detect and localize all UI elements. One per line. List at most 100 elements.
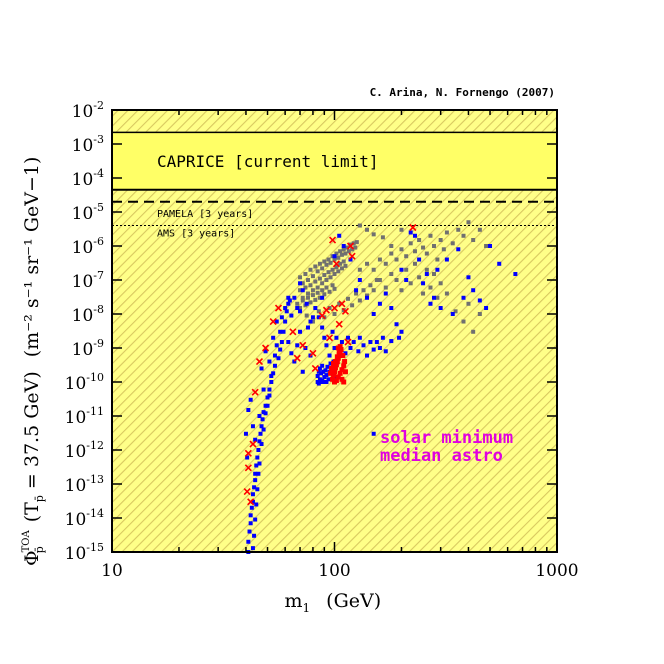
data-point-blue	[346, 335, 351, 340]
data-point-blue	[267, 359, 272, 364]
data-point-gray	[332, 312, 337, 316]
y-axis-title-cond-rest: = 37.5 GeV)	[21, 371, 43, 495]
data-point-gray	[444, 291, 449, 296]
data-point-red	[341, 363, 347, 369]
data-point-gray	[421, 245, 426, 250]
data-point-gray	[435, 257, 440, 262]
data-point-gray	[431, 272, 436, 277]
data-point-blue	[259, 366, 264, 371]
data-point-gray	[322, 273, 327, 278]
data-point-gray	[338, 249, 343, 254]
data-point-gray	[441, 247, 446, 252]
data-point-gray	[365, 261, 370, 266]
data-point-gray	[317, 276, 322, 281]
data-point-blue	[317, 366, 322, 371]
data-point-red	[328, 370, 334, 376]
data-point-blue	[287, 298, 292, 303]
y-tick-label: 10-3	[72, 133, 104, 156]
data-point-gray	[315, 269, 320, 274]
data-point-gray	[412, 261, 417, 266]
data-point-blue	[348, 346, 353, 350]
data-point-gray	[304, 313, 309, 318]
data-point-gray	[305, 278, 310, 282]
data-point-blue	[243, 431, 248, 436]
data-point-gray	[471, 329, 476, 334]
data-point-blue	[456, 247, 461, 252]
caprice-label: CAPRICE [current limit]	[157, 152, 379, 171]
data-point-gray	[461, 233, 466, 238]
data-point-blue	[271, 371, 276, 376]
data-point-red-x	[255, 357, 264, 366]
data-point-gray	[365, 227, 370, 232]
data-point-blue	[332, 346, 337, 350]
data-point-blue	[253, 517, 258, 522]
data-point-red	[336, 350, 342, 356]
y-tick-label-exp: -12	[86, 439, 104, 452]
data-point-red-x	[249, 440, 257, 448]
data-point-red	[335, 374, 341, 380]
y-tick-label-exp: -8	[93, 303, 104, 316]
caprice-limit-band	[112, 132, 557, 190]
data-point-blue	[321, 369, 326, 374]
data-point-blue	[283, 306, 288, 311]
data-point-gray	[428, 285, 433, 290]
data-point-blue	[320, 325, 325, 330]
data-point-gray	[322, 259, 327, 264]
data-point-gray	[357, 267, 362, 272]
data-point-blue	[278, 347, 283, 352]
data-point-blue	[320, 363, 325, 368]
data-point-gray	[320, 288, 325, 293]
data-point-gray	[339, 266, 344, 271]
data-point-blue	[484, 306, 489, 311]
data-point-blue	[361, 343, 366, 348]
data-point-gray	[336, 269, 341, 274]
y-tick-label: 10-10	[65, 371, 104, 394]
y-axis-title-units: (m⁻² s⁻¹ sr⁻¹ GeV−1)	[21, 157, 43, 358]
data-point-gray	[326, 270, 331, 275]
data-point-blue	[279, 315, 284, 320]
y-tick-label: 10-14	[65, 507, 104, 530]
data-point-blue	[380, 335, 385, 340]
data-point-blue	[267, 393, 272, 398]
data-point-blue	[256, 448, 261, 452]
data-point-blue	[246, 408, 251, 413]
data-point-blue	[289, 351, 294, 356]
data-point-red	[331, 372, 337, 378]
data-point-blue	[295, 306, 300, 311]
data-point-blue	[261, 387, 266, 392]
data-point-blue	[365, 295, 370, 300]
y-tick-label-exp: -11	[86, 405, 104, 418]
data-point-blue	[286, 295, 291, 300]
data-point-gray	[346, 296, 351, 301]
data-point-gray	[346, 249, 351, 254]
data-point-blue	[256, 471, 261, 476]
data-point-gray	[354, 240, 359, 245]
data-point-gray	[456, 227, 461, 232]
data-points	[243, 220, 518, 554]
data-point-blue	[438, 306, 443, 311]
data-point-gray	[435, 295, 440, 300]
data-point-gray	[338, 261, 343, 266]
data-point-blue	[298, 309, 303, 314]
legend-solar-minimum: solar minimum	[380, 428, 513, 448]
data-point-blue	[304, 301, 309, 306]
y-tick-label-exp: -10	[86, 371, 104, 384]
data-point-red-x	[338, 300, 346, 308]
data-point-blue	[255, 487, 260, 492]
y-tick-label-base: 10	[65, 408, 87, 428]
data-point-gray	[377, 257, 382, 262]
data-point-blue	[322, 375, 327, 380]
data-point-gray	[394, 278, 399, 282]
x-tick-labels: 10 100 1000	[101, 561, 578, 581]
data-point-gray	[295, 301, 300, 306]
data-point-gray	[466, 220, 471, 225]
y-axis-title-phi: Φ	[21, 550, 43, 566]
data-point-blue	[450, 312, 455, 316]
data-point-blue	[254, 463, 259, 468]
x-tick-label: 1000	[535, 561, 578, 581]
data-point-gray	[399, 227, 404, 232]
data-point-red-x	[251, 388, 259, 396]
data-point-gray	[327, 289, 332, 294]
data-point-blue	[250, 492, 255, 497]
data-point-red-x	[244, 464, 252, 472]
